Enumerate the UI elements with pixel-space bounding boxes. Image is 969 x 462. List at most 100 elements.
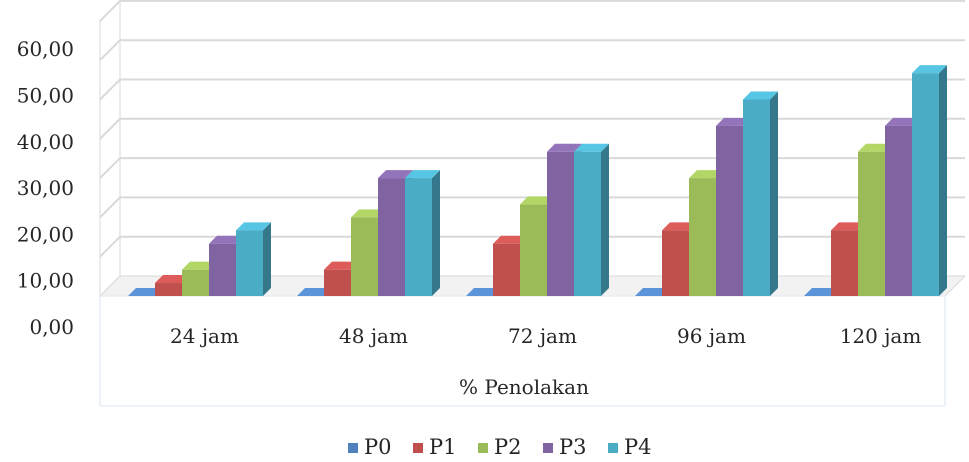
bar-P0-48-jam [297,288,332,296]
y-tick-label: 0,00 [29,315,74,339]
y-tick-label: 20,00 [17,222,74,246]
y-axis-tick-labels: 0,00 10,00 20,00 30,00 40,00 50,00 60,00 [17,37,74,339]
category-label: 48 jam [339,324,408,348]
y-tick-label: 10,00 [17,269,74,293]
legend-swatch [413,443,423,453]
bar-top [128,288,163,296]
bar-P0-96-jam [635,288,670,296]
bar-front [716,125,743,297]
bar-top [324,261,359,270]
bar-top [662,222,697,231]
bar-top [635,288,670,296]
bar-side [601,143,609,296]
bar-top [405,170,440,179]
gridline [99,78,965,101]
bar-P4-24-jam [236,222,271,296]
bar-front [520,204,547,296]
bar-top [716,117,751,126]
bar-front [155,283,182,296]
bar-side [939,65,947,296]
bar-front [324,269,351,296]
x-axis-category-labels: 24 jam 48 jam 72 jam 96 jam 120 jam [170,324,921,348]
bar-P0-120-jam [804,288,839,296]
legend-swatch [348,443,358,453]
y-tick-label: 60,00 [17,37,74,61]
bar-P4-120-jam [912,65,947,296]
gridline [99,157,965,179]
bar-top [236,222,271,231]
legend-label: P3 [559,435,587,459]
legend-item-P0: P0 [348,435,392,459]
bar-top [297,288,332,296]
y-tick-label: 40,00 [17,130,74,154]
category-label: 72 jam [508,324,577,348]
x-axis-title: % Penolakan [459,375,589,399]
bar-top [493,235,528,244]
y-tick-label: 50,00 [17,84,74,108]
bar-top [689,170,724,179]
bar-P4-96-jam [743,91,778,296]
bar-front [236,230,263,296]
bar-front [858,151,885,296]
bar-top [831,222,866,231]
bar-front [574,151,601,296]
legend-swatch [478,443,488,453]
legend-item-P4: P4 [608,435,652,459]
bar-front [662,230,689,296]
bar-top [182,261,217,270]
bar-side [432,170,440,296]
bar-front [209,243,236,296]
bar-P4-48-jam [405,170,440,296]
bar-P0-72-jam [466,288,501,296]
bar-top [858,143,893,152]
bar-front [547,151,574,296]
bar-front [351,217,378,296]
category-label: 24 jam [170,324,239,348]
bar-front [405,178,432,296]
bar-P0-24-jam [128,288,163,296]
bar-front [182,269,209,296]
bar-top [209,235,244,244]
gridlines [99,0,965,258]
bar-front [831,230,858,296]
bar-front [378,178,405,296]
bar-top [520,196,555,205]
category-label: 96 jam [677,324,746,348]
gridline [99,117,965,140]
bar-top [574,143,609,152]
bar-top [743,91,778,100]
category-label: 120 jam [840,324,922,348]
bar-side [263,222,271,296]
bar-front [689,178,716,296]
gridline [99,196,965,219]
gridline [99,0,965,22]
legend-label: P2 [494,435,522,459]
legend-swatch [543,443,553,453]
side-wall [99,0,121,298]
legend-label: P4 [624,435,652,459]
legend-item-P1: P1 [413,435,457,459]
category-frame [99,296,946,407]
y-tick-label: 30,00 [17,176,74,200]
legend-swatch [608,443,618,453]
bar-front [885,125,912,297]
gridline [99,39,965,61]
bar-top [547,143,582,152]
bar-P4-72-jam [574,143,609,296]
bar-front [743,99,770,296]
legend: P0 P1 P2 P3 P4 [348,435,652,459]
legend-label: P1 [429,435,457,459]
bar-front [912,73,939,296]
bar-top [912,65,947,74]
legend-item-P2: P2 [478,435,522,459]
bar-side [770,91,778,296]
legend-item-P3: P3 [543,435,587,459]
bar-top [155,275,190,284]
legend-label: P0 [364,435,392,459]
bar-top [804,288,839,296]
bar-front [493,243,520,296]
bar-top [378,170,413,179]
bars [128,65,947,297]
bar-top [466,288,501,296]
